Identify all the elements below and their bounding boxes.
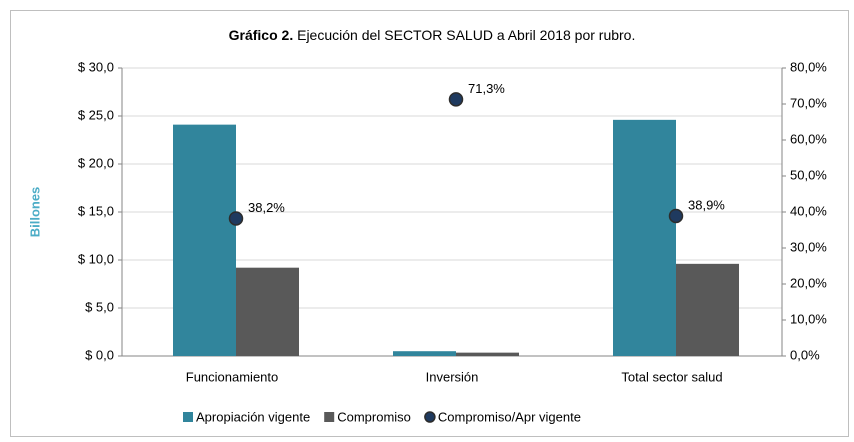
y-tick-label: $ 20,0 [78, 155, 114, 170]
y2-tick-label: 80,0% [790, 59, 827, 74]
scatter-point [668, 208, 684, 224]
legend-label: Apropiación vigente [196, 409, 310, 424]
scatter-point [448, 92, 464, 107]
y2-tick-label: 10,0% [790, 311, 827, 326]
y-tick-label: $ 5,0 [85, 299, 114, 314]
data-label: 38,9% [688, 197, 725, 212]
y-tick-label: $ 15,0 [78, 203, 114, 218]
legend-marker [324, 412, 335, 422]
chart-title: Gráfico 2. Ejecución del SECTOR SALUD a … [229, 27, 636, 43]
y-tick-label: $ 10,0 [78, 251, 114, 266]
title-text: Ejecución del SECTOR SALUD a Abril 2018 … [293, 27, 635, 43]
scatter-point [228, 211, 244, 226]
y-tick-label: $ 25,0 [78, 107, 114, 122]
chart-border [10, 10, 849, 437]
y2-tick-label: 40,0% [790, 203, 827, 218]
y-tick-label: $ 0,0 [85, 347, 114, 362]
legend-marker [183, 412, 193, 422]
y-tick-label: $ 30,0 [78, 59, 114, 74]
legend-label: Compromiso/Apr vigente [438, 409, 581, 424]
data-label: 38,2% [248, 200, 285, 215]
y2-tick-label: 50,0% [790, 167, 827, 182]
bar [613, 119, 676, 356]
x-tick-label: Total sector salud [621, 369, 722, 384]
title-prefix: Gráfico 2. [229, 27, 294, 43]
bar [236, 267, 299, 356]
data-label: 71,3% [468, 81, 505, 96]
y-axis-label: Billones [27, 187, 42, 238]
y2-tick-label: 0,0% [790, 347, 820, 362]
x-tick-label: Funcionamiento [186, 369, 279, 384]
y2-tick-label: 20,0% [790, 275, 827, 290]
bar [173, 124, 236, 356]
legend-label: Compromiso [337, 409, 411, 424]
y2-tick-label: 30,0% [790, 239, 827, 254]
bar [456, 352, 519, 356]
y2-tick-label: 60,0% [790, 131, 827, 146]
x-tick-label: Inversión [426, 369, 479, 384]
y2-tick-label: 70,0% [790, 95, 827, 110]
bar [393, 351, 456, 356]
bar [676, 263, 739, 356]
legend-marker [424, 411, 436, 423]
